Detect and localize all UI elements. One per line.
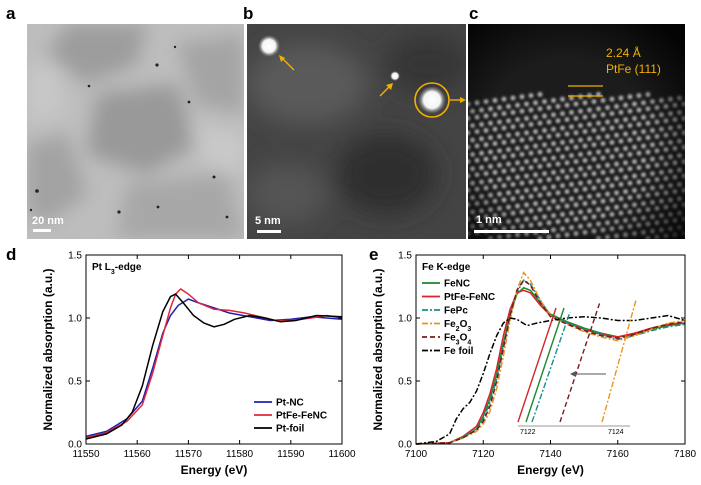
y-axis-title: Normalized absorption (a.u.)	[371, 268, 385, 430]
scale-bar-c	[474, 230, 549, 233]
legend-label: PtFe-FeNC	[444, 292, 495, 303]
series-line	[85, 288, 343, 439]
x-tick-label: 7140	[539, 449, 562, 460]
y-axis-title: Normalized absorption (a.u.)	[41, 268, 55, 430]
scale-bar-a	[33, 229, 51, 232]
lattice-plane-label: PtFe (111)	[606, 62, 661, 76]
legend-label: Fe3O4	[444, 333, 471, 347]
legend-label: PtFe-FeNC	[276, 411, 327, 422]
title-tail: -edge	[115, 262, 142, 273]
tem-image-a: 20 nm	[27, 24, 244, 239]
x-tick-label: 11580	[226, 449, 254, 460]
plot-frame	[415, 254, 686, 445]
legend-tail: O	[460, 333, 468, 344]
legend-label: Pt-foil	[276, 424, 305, 435]
shift-arrowhead	[570, 371, 576, 377]
inset-background	[518, 372, 630, 426]
x-tick-label: 7100	[405, 449, 428, 460]
atomic-image-c: 2.24 Å PtFe (111) 1 nm	[468, 24, 685, 239]
legend-label: FePc	[444, 306, 468, 317]
inset-line	[517, 307, 557, 423]
title-main: Pt L	[92, 262, 111, 273]
inset-tick-label: 7124	[608, 429, 624, 436]
title-sub: 3	[111, 269, 115, 276]
y-tick-label: 0.0	[68, 440, 82, 451]
inset-line	[531, 311, 571, 423]
x-tick-label: 7160	[607, 449, 630, 460]
x-tick-label: 11590	[277, 449, 305, 460]
inset-line	[559, 301, 601, 423]
legend-main: Fe	[444, 333, 456, 344]
inset-line	[525, 307, 565, 423]
lattice-spacing-label: 2.24 Å	[606, 46, 641, 60]
x-tick-label: 7120	[472, 449, 495, 460]
y-tick-label: 0.5	[68, 377, 82, 388]
legend-main: FePc	[444, 306, 468, 317]
panel-letter-a: a	[6, 4, 16, 23]
scale-label-b: 5 nm	[255, 215, 281, 227]
legend-label: Pt-NC	[276, 398, 304, 409]
legend-sub: 3	[456, 339, 460, 346]
legend-label: FeNC	[444, 279, 470, 290]
x-tick-label: 11570	[175, 449, 203, 460]
y-tick-label: 0.0	[398, 440, 412, 451]
y-tick-label: 1.5	[398, 251, 412, 262]
scale-label-c: 1 nm	[476, 214, 502, 226]
x-tick-label: 7180	[674, 449, 697, 460]
haadf-image-b: 5 nm	[247, 24, 466, 239]
legend-main: FeNC	[444, 279, 470, 290]
inset-tick-label: 7122	[520, 429, 536, 436]
haadf-texture-b	[247, 24, 466, 239]
panel-letter-c: c	[469, 4, 479, 23]
legend-main: Fe foil	[444, 346, 474, 357]
atomic-lattice-c	[468, 24, 685, 239]
legend-tail: O	[460, 319, 468, 330]
x-tick-label: 11600	[328, 449, 356, 460]
series-line	[415, 286, 686, 445]
y-tick-label: 0.5	[398, 377, 412, 388]
x-tick-label: 11550	[72, 449, 100, 460]
x-axis-title: Energy (eV)	[181, 463, 248, 477]
legend-sub2: 4	[467, 339, 471, 346]
legend-main: Fe	[444, 319, 456, 330]
y-tick-label: 1.0	[68, 314, 82, 325]
panel-letter-d: d	[6, 245, 17, 264]
panel-letter-b: b	[243, 4, 254, 23]
inset-line	[601, 299, 637, 423]
legend-label: Fe2O3	[444, 319, 471, 333]
series-line	[415, 289, 686, 445]
x-tick-label: 11560	[124, 449, 152, 460]
panel-letter-e: e	[369, 245, 379, 264]
scale-label-a: 20 nm	[32, 215, 64, 227]
legend-sub: 2	[456, 326, 460, 333]
x-axis-title: Energy (eV)	[517, 463, 584, 477]
series-line	[415, 279, 686, 445]
plot-frame	[85, 254, 343, 445]
chart-title-e: Fe K-edge	[422, 262, 471, 273]
legend-label: Fe foil	[444, 346, 474, 357]
series-line	[415, 271, 686, 445]
series-line	[85, 293, 343, 440]
series-line	[415, 314, 686, 445]
y-tick-label: 1.0	[398, 314, 412, 325]
chart-title-d: Pt L3-edge	[92, 262, 142, 276]
series-line	[415, 279, 686, 445]
y-tick-label: 1.5	[68, 251, 82, 262]
legend-sub2: 3	[467, 326, 471, 333]
series-line	[85, 298, 343, 438]
legend-main: PtFe-FeNC	[444, 292, 495, 303]
scale-bar-b	[257, 230, 281, 233]
tem-texture-a	[27, 24, 244, 239]
